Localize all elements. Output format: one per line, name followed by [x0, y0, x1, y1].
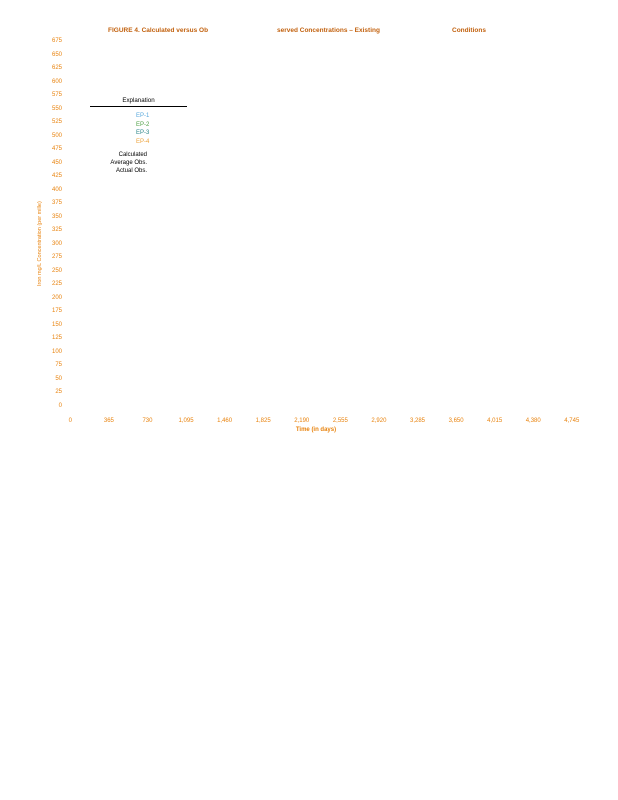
x-tick-label: 1,095: [178, 418, 194, 424]
y-tick-label: 225: [51, 281, 62, 288]
y-tick-label: 200: [51, 294, 62, 301]
x-tick-label: 2,190: [294, 418, 310, 424]
legend-title: Explanation: [122, 97, 155, 104]
y-tick-label: 625: [51, 65, 62, 72]
legend-item-ep3: EP-3: [136, 130, 150, 137]
y-tick-label: 450: [51, 159, 62, 166]
x-tick-label: 2,555: [332, 418, 348, 424]
x-axis-label: Time (in days): [295, 427, 337, 433]
x-tick-label: 730: [142, 418, 153, 424]
legend: Explanation EP-1 EP-2 EP-3 EP-4 Calculat…: [90, 97, 187, 175]
y-tick-label: 675: [51, 38, 62, 44]
legend-item-actual-obs: Actual Obs.: [115, 167, 147, 174]
x-tick-label: 4,745: [564, 418, 580, 424]
x-tick-label: 0: [68, 418, 72, 424]
y-tick-label: 600: [51, 78, 62, 85]
y-tick-label: 350: [51, 213, 62, 220]
y-tick-label: 525: [51, 119, 62, 126]
x-tick-label: 3,650: [448, 418, 464, 424]
y-tick-label: 75: [55, 362, 62, 369]
chart-title-segment: Conditions: [452, 27, 486, 34]
y-axis-ticks: 675 650 625 600 575 550 525 500 475 450 …: [36, 38, 62, 410]
y-tick-label: 150: [51, 321, 62, 328]
y-tick-label: 25: [55, 389, 62, 396]
y-tick-label: 400: [51, 186, 62, 193]
y-tick-label: 50: [55, 375, 62, 382]
y-tick-label: 575: [51, 92, 62, 99]
y-tick-label: 500: [51, 132, 62, 139]
y-tick-label: 275: [51, 254, 62, 261]
legend-item-calculated: Calculated: [118, 151, 147, 158]
legend-item-ep4: EP-4: [136, 139, 150, 146]
y-tick-label: 375: [51, 200, 62, 207]
x-tick-label: 1,460: [217, 418, 233, 424]
y-tick-label: 425: [51, 173, 62, 180]
x-tick-label: 4,015: [487, 418, 503, 424]
x-tick-label: 365: [103, 418, 114, 424]
y-tick-label: 325: [51, 227, 62, 234]
chart-title-segment: FIGURE 4. Calculated versus Ob: [108, 27, 209, 34]
y-tick-label: 300: [51, 240, 62, 247]
x-tick-label: 4,380: [525, 418, 541, 424]
y-tick-label: 175: [51, 308, 62, 315]
chart-title-segment: served Concentrations – Existing: [277, 27, 380, 34]
legend-item-average-obs: Average Obs.: [110, 159, 147, 166]
y-axis-label: Iron mg/L Concentration (per mille): [37, 201, 43, 286]
legend-item-ep2: EP-2: [136, 121, 150, 128]
y-tick-label: 475: [51, 146, 62, 153]
legend-divider: [90, 106, 187, 107]
y-tick-label: 550: [51, 105, 62, 112]
y-tick-label: 100: [51, 348, 62, 355]
y-tick-label: 250: [51, 267, 62, 274]
x-tick-label: 2,920: [371, 418, 387, 424]
y-tick-label: 0: [58, 402, 62, 409]
x-axis-ticks: 0 365 730 1,095 1,460 1,825 2,190 2,555 …: [51, 418, 591, 425]
x-tick-label: 1,825: [255, 418, 271, 424]
y-tick-label: 650: [51, 51, 62, 58]
x-tick-label: 3,285: [409, 418, 425, 424]
legend-obs-group: Calculated Average Obs. Actual Obs.: [90, 151, 187, 175]
legend-item-ep1: EP-1: [136, 113, 150, 119]
y-tick-label: 125: [51, 335, 62, 342]
